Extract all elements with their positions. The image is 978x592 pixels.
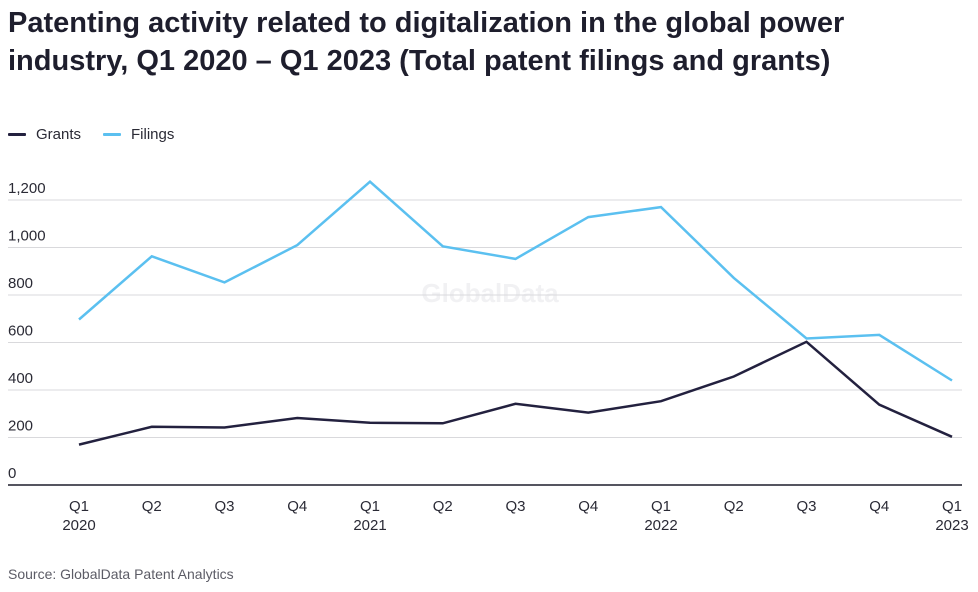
x-axis-ticks: Q1 2020 Q2 Q3 Q4 Q1 2021 Q2 Q3 Q4 Q1 2022 Q2 Q3 Q4 Q1 20… xyxy=(62,498,968,534)
x-tick-label: Q2 xyxy=(433,498,453,515)
line-chart: GlobalData 0 200 400 600 800 1,000 1,200 Q1 202… xyxy=(8,180,969,534)
y-tick-label: 0 xyxy=(8,465,16,482)
y-tick-label: 400 xyxy=(8,370,33,387)
x-tick-label: Q1 2021 xyxy=(353,498,386,534)
x-tick-label: Q1 2020 xyxy=(62,498,95,534)
legend-item-grants: Grants xyxy=(8,126,81,143)
legend: Grants Filings xyxy=(8,126,196,143)
y-tick-label: 1,200 xyxy=(8,180,46,197)
watermark: GlobalData xyxy=(421,278,559,308)
legend-item-filings: Filings xyxy=(103,126,174,143)
x-tick-label: Q4 xyxy=(869,498,889,515)
legend-swatch-grants xyxy=(8,133,26,136)
chart-title: Patenting activity related to digitaliza… xyxy=(8,7,845,77)
x-tick-label: Q4 xyxy=(578,498,598,515)
x-tick-label: Q1 2023 xyxy=(935,498,968,534)
x-tick-label: Q3 xyxy=(214,498,234,515)
y-axis-ticks: 0 200 400 600 800 1,000 1,200 xyxy=(8,180,46,482)
grid xyxy=(8,199,962,486)
source-note: Source: GlobalData Patent Analytics xyxy=(8,566,234,582)
series-lines xyxy=(78,180,953,446)
x-tick-label: Q1 2022 xyxy=(644,498,677,534)
legend-swatch-filings xyxy=(103,133,122,136)
x-tick-label: Q2 xyxy=(724,498,744,515)
legend-label-filings: Filings xyxy=(131,126,175,143)
legend-label-grants: Grants xyxy=(36,126,82,143)
y-tick-label: 200 xyxy=(8,418,33,435)
y-tick-label: 800 xyxy=(8,275,33,292)
x-tick-label: Q4 xyxy=(287,498,307,515)
series-line-grants xyxy=(78,340,953,446)
x-tick-label: Q2 xyxy=(142,498,162,515)
y-tick-label: 1,000 xyxy=(8,228,46,245)
y-tick-label: 600 xyxy=(8,323,33,340)
x-tick-label: Q3 xyxy=(796,498,816,515)
x-tick-label: Q3 xyxy=(505,498,525,515)
